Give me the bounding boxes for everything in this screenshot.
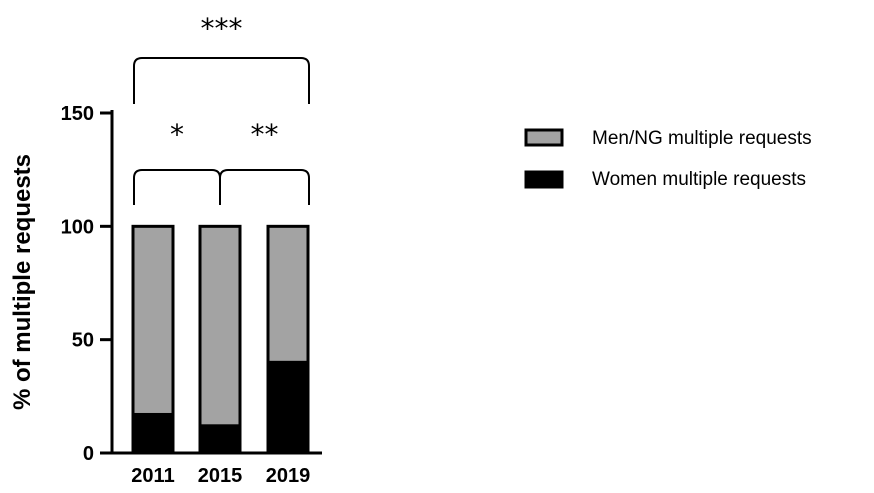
y-tick-label: 150 <box>61 103 94 125</box>
y-ticks: 0 50 100 150 <box>61 103 112 465</box>
bar-segment-2019-women <box>266 360 310 455</box>
x-tick-labels: 2011 2015 2019 <box>131 465 310 487</box>
y-tick-label: 0 <box>83 443 94 465</box>
y-tick-label: 50 <box>72 330 94 352</box>
bars-group <box>131 224 310 455</box>
bracket-2011-2019-label: *** <box>201 12 243 45</box>
bar-segment-2011-women <box>131 412 175 455</box>
y-axis-label: % of multiple requests <box>9 154 36 410</box>
bracket-2011-2015-line <box>133 169 221 205</box>
legend-swatch-women <box>524 170 564 189</box>
bracket-2011-2015-label: * <box>170 118 184 151</box>
x-tick-label: 2011 <box>131 465 174 487</box>
y-tick-label: 100 <box>61 216 94 238</box>
bar-segment-2015-men <box>198 224 242 428</box>
bar-segment-2015-women <box>198 424 242 455</box>
x-tick-label: 2015 <box>198 465 243 487</box>
legend-item-women: Women multiple requests <box>524 169 806 190</box>
legend: Men/NG multiple requests Women multiple … <box>524 128 812 190</box>
legend-label-men: Men/NG multiple requests <box>592 128 812 149</box>
bar-segment-2011-men <box>131 224 175 416</box>
legend-item-men: Men/NG multiple requests <box>524 128 812 149</box>
bracket-2015-2019-label: ** <box>251 118 279 151</box>
legend-swatch-men <box>524 128 564 147</box>
legend-label-women: Women multiple requests <box>592 169 806 190</box>
bracket-2015-2019-line <box>219 169 310 205</box>
x-tick-label: 2019 <box>266 465 311 487</box>
significance-brackets: **** ** <box>133 12 310 205</box>
bar-segment-2019-men <box>266 224 310 364</box>
bracket-2011-2019-line <box>133 57 310 104</box>
